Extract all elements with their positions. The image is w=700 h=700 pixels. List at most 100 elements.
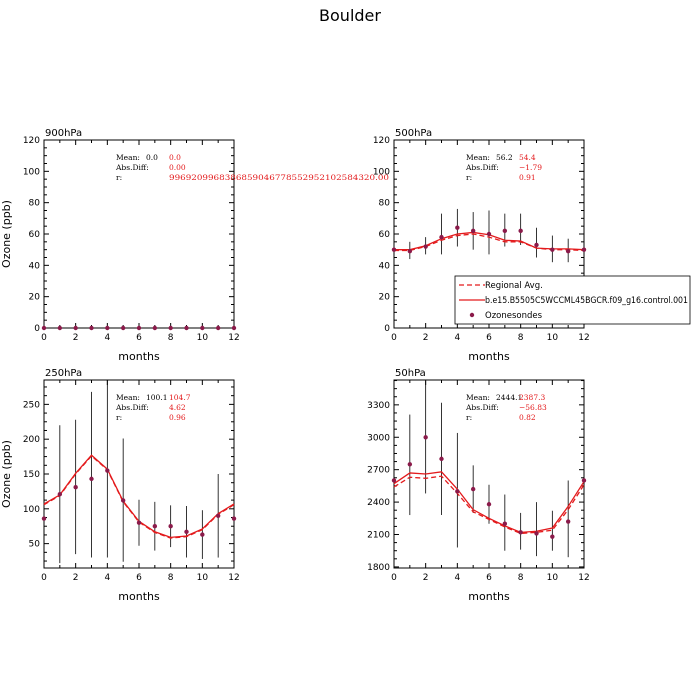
x-tick-label: 6 <box>486 573 492 583</box>
y-tick-label: 250 <box>23 400 40 410</box>
obs-point <box>423 435 428 440</box>
obs-point <box>57 325 63 331</box>
y-tick-label: 3300 <box>367 401 390 411</box>
obs-point <box>502 521 508 526</box>
obs-point <box>231 516 237 521</box>
obs-point <box>57 491 63 497</box>
obs-point <box>152 524 158 529</box>
obs-point <box>581 478 587 483</box>
obs-point <box>391 247 397 252</box>
legend-label: Ozonesondes <box>485 311 543 321</box>
panel-title: 50hPa <box>395 368 426 379</box>
legend-box <box>454 275 691 325</box>
stat-r-value: 0.91 <box>519 173 536 182</box>
obs-point <box>136 520 142 525</box>
x-tick-label: 10 <box>547 573 559 583</box>
x-axis-label: months <box>468 590 510 603</box>
obs-point <box>120 325 126 331</box>
x-tick-label: 4 <box>104 333 110 343</box>
obs-point <box>550 247 555 252</box>
stat-mean-model: 104.7 <box>169 393 191 402</box>
stat-absdiff-value: −1.79 <box>519 163 542 172</box>
obs-point <box>486 231 492 237</box>
stat-mean-model: 0.0 <box>169 153 181 162</box>
y-tick-label: 0 <box>384 324 390 334</box>
obs-point <box>73 485 78 490</box>
obs-point <box>565 249 571 254</box>
stat-mean-obs: 2444.1 <box>496 393 522 402</box>
obs-point <box>200 325 205 331</box>
obs-point <box>41 325 47 331</box>
obs-point <box>439 234 444 240</box>
y-tick-label: 40 <box>379 261 391 271</box>
obs-point <box>184 325 189 331</box>
obs-point <box>152 325 158 331</box>
x-tick-label: 2 <box>73 333 79 343</box>
stat-absdiff-value: −56.83 <box>519 403 547 412</box>
obs-point <box>565 519 571 524</box>
panel-250hpa: 250hPa 0 2 4 6 8 10 12 50 100 150 200 250 months Ozone… <box>0 368 240 603</box>
obs-point <box>423 244 428 249</box>
y-tick-label: 60 <box>29 230 41 240</box>
x-tick-label: 10 <box>197 573 209 583</box>
y-tick-label: 100 <box>373 167 390 177</box>
x-tick-label: 12 <box>228 333 239 343</box>
obs-point <box>184 529 189 534</box>
stat-mean-obs: 0.0 <box>146 153 158 162</box>
stat-absdiff-label: Abs.Diff: <box>465 403 499 412</box>
stat-mean-label: Mean: <box>466 153 490 162</box>
obs-point <box>518 530 523 535</box>
obs-point <box>105 468 110 473</box>
stat-mean-obs: 56.2 <box>496 153 513 162</box>
obs-point <box>407 462 413 467</box>
x-tick-label: 6 <box>136 333 142 343</box>
y-tick-label: 20 <box>379 293 391 303</box>
x-tick-label: 0 <box>391 333 397 343</box>
y-axis-label: Ozone (ppb) <box>0 440 13 508</box>
stat-mean-model: 2387.3 <box>519 393 545 402</box>
x-tick-label: 8 <box>518 333 524 343</box>
stat-mean-obs: 100.1 <box>146 393 167 402</box>
stat-mean-label: Mean: <box>116 393 140 402</box>
obs-point <box>550 534 555 539</box>
x-tick-label: 6 <box>486 333 492 343</box>
x-tick-label: 12 <box>578 573 589 583</box>
obs-point <box>73 325 78 331</box>
stat-r-label: r: <box>466 173 472 182</box>
x-tick-label: 4 <box>454 333 460 343</box>
legend-item-solid-line: b.e15.B5505C5WCCML45BGCR.f09_g16.control… <box>459 296 688 306</box>
obs-point <box>439 456 444 462</box>
y-tick-label: 1800 <box>367 563 390 573</box>
obs-point <box>455 225 460 230</box>
stat-absdiff-value: 0.00 <box>169 163 186 172</box>
legend-item-marker: Ozonesondes <box>469 311 543 321</box>
obs-point <box>518 228 523 234</box>
y-tick-label: 100 <box>23 505 40 515</box>
y-tick-label: 100 <box>23 167 40 177</box>
panel-title: 900hPa <box>45 128 82 139</box>
panel-50hpa: 50hPa 0 2 4 6 8 10 12 1800 2100 2400 2700 3000 3300 mo… <box>367 368 590 603</box>
legend-item-dashed-line: Regional Avg. <box>459 281 543 291</box>
x-tick-label: 0 <box>41 333 47 343</box>
obs-point <box>168 325 173 331</box>
x-tick-label: 8 <box>518 573 524 583</box>
legend: Regional Avg. b.e15.B5505C5WCCML45BGCR.f0… <box>454 275 691 325</box>
obs-point <box>534 242 539 248</box>
x-tick-label: 4 <box>454 573 460 583</box>
stat-r-value: 0.82 <box>519 413 536 422</box>
x-tick-label: 2 <box>423 333 429 343</box>
legend-label: Regional Avg. <box>485 281 543 291</box>
y-tick-label: 3000 <box>367 433 390 443</box>
x-tick-label: 0 <box>391 573 397 583</box>
x-tick-label: 10 <box>197 333 209 343</box>
stat-r-label: r: <box>116 173 122 182</box>
stat-mean-label: Mean: <box>466 393 490 402</box>
x-tick-label: 2 <box>423 573 429 583</box>
x-tick-label: 6 <box>136 573 142 583</box>
obs-point <box>200 532 205 537</box>
obs-point <box>215 325 221 331</box>
y-tick-label: 50 <box>29 540 41 550</box>
